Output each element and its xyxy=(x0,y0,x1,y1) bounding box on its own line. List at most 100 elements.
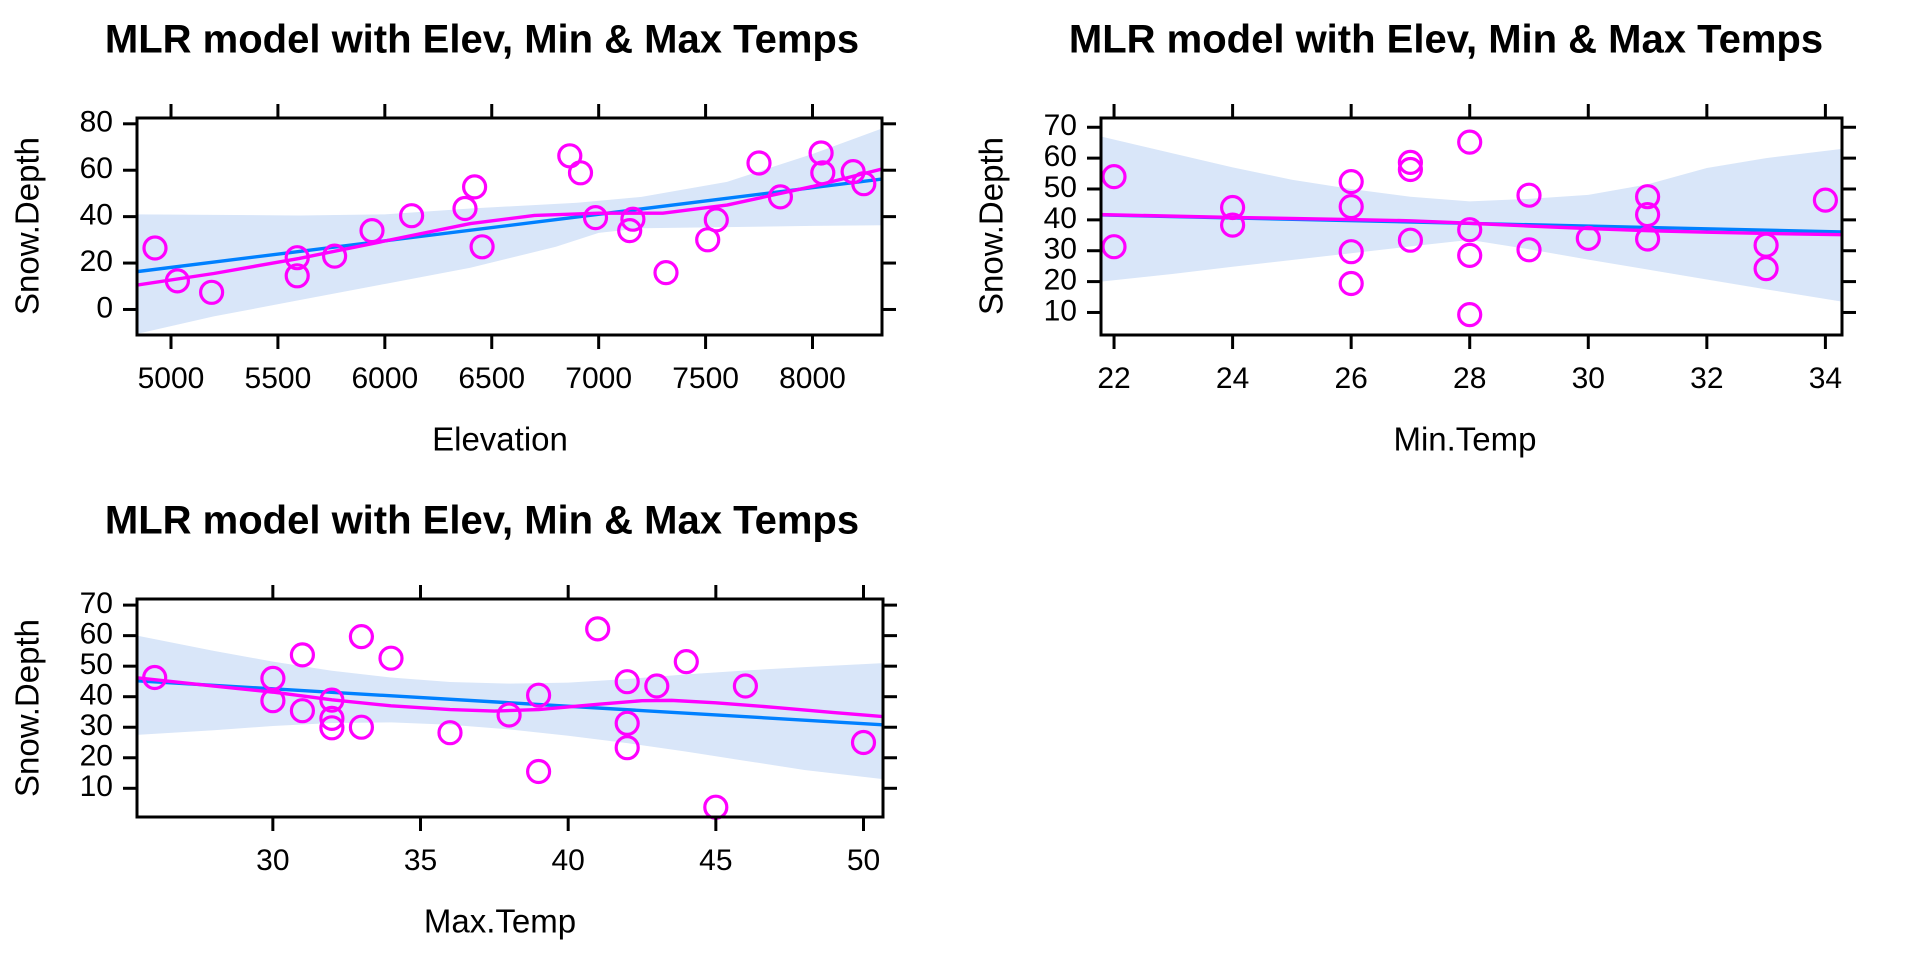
data-point xyxy=(437,720,463,746)
y-axis-label: Snow.Depth xyxy=(973,137,1010,315)
data-point xyxy=(810,160,836,186)
data-point xyxy=(284,263,310,289)
data-point xyxy=(525,758,552,785)
x-axis-label: Max.Temp xyxy=(424,903,576,940)
data-point xyxy=(1219,194,1246,221)
data-point xyxy=(851,171,877,197)
data-point xyxy=(1338,239,1364,265)
data-point xyxy=(289,698,315,724)
y-tick-label: 20 xyxy=(1044,264,1077,297)
data-point xyxy=(469,234,495,260)
data-point xyxy=(319,715,345,741)
y-tick-label: 60 xyxy=(80,152,113,185)
data-point xyxy=(1101,234,1127,260)
y-tick-label: 70 xyxy=(1044,109,1077,142)
data-point xyxy=(1457,302,1483,328)
data-point xyxy=(1516,182,1542,208)
data-point xyxy=(378,645,404,671)
x-tick-label: 7500 xyxy=(672,362,739,395)
data-point xyxy=(1634,226,1661,252)
plot-elevation: 5000 5500 6000 6500 7000 7500 8000 0 20 40 60 80 MLR… xyxy=(9,18,896,458)
y-tick-label: 50 xyxy=(1044,171,1077,204)
data-point xyxy=(1397,227,1424,253)
data-point xyxy=(452,195,478,222)
x-tick-label: 8000 xyxy=(779,362,846,395)
plot-title: MLR model with Elev, Min & Max Temps xyxy=(1069,18,1823,62)
y-tick-label: 80 xyxy=(80,106,113,139)
x-tick-label: 5000 xyxy=(138,362,205,395)
y-tick-label: 10 xyxy=(80,770,113,803)
data-point xyxy=(585,616,611,642)
data-point xyxy=(348,623,374,650)
data-point xyxy=(1101,164,1127,190)
x-tick-label: 22 xyxy=(1097,362,1130,395)
data-point xyxy=(1338,169,1364,195)
data-point xyxy=(614,735,640,761)
y-tick-label: 60 xyxy=(1044,140,1077,173)
y-tick-label: 20 xyxy=(80,245,113,278)
x-tick-label: 6500 xyxy=(458,362,525,395)
confidence-band xyxy=(137,128,882,334)
x-tick-label: 35 xyxy=(404,844,437,877)
y-tick-label: 40 xyxy=(80,199,113,232)
data-point xyxy=(1457,217,1483,243)
x-tick-label: 45 xyxy=(699,844,732,877)
data-point xyxy=(850,729,877,756)
x-tick-label: 34 xyxy=(1809,362,1842,395)
data-point xyxy=(322,243,348,269)
y-tick-label: 20 xyxy=(80,740,113,773)
data-point xyxy=(703,794,729,820)
data-point xyxy=(732,673,759,699)
smooth-line xyxy=(137,167,882,287)
x-axis-label: Elevation xyxy=(432,421,568,458)
data-point xyxy=(142,235,168,261)
data-point xyxy=(1634,184,1661,210)
x-tick-label: 5500 xyxy=(245,362,312,395)
y-axis-label: Snow.Depth xyxy=(9,137,46,315)
data-point xyxy=(359,218,385,244)
x-tick-label: 30 xyxy=(256,844,289,877)
data-point xyxy=(808,140,834,166)
data-point xyxy=(653,260,679,286)
data-point xyxy=(1457,129,1483,155)
data-point xyxy=(1812,187,1839,213)
data-point xyxy=(289,642,315,668)
y-tick-label: 40 xyxy=(80,679,113,712)
x-tick-label: 28 xyxy=(1453,362,1486,395)
data-point xyxy=(462,174,488,200)
data-point xyxy=(260,688,286,714)
y-tick-label: 30 xyxy=(1044,233,1077,266)
data-point xyxy=(1634,202,1661,228)
x-tick-label: 24 xyxy=(1216,362,1249,395)
data-point xyxy=(746,150,772,176)
y-axis-label: Snow.Depth xyxy=(9,619,46,797)
x-axis-label: Min.Temp xyxy=(1393,421,1536,458)
plot-title: MLR model with Elev, Min & Max Temps xyxy=(105,499,859,543)
y-tick-label: 50 xyxy=(80,648,113,681)
data-point xyxy=(399,203,425,229)
plot-title: MLR model with Elev, Min & Max Temps xyxy=(105,18,859,62)
x-tick-label: 32 xyxy=(1690,362,1723,395)
smooth-line xyxy=(137,676,883,719)
fit-line xyxy=(137,177,882,274)
data-point xyxy=(617,218,643,244)
y-tick-label: 70 xyxy=(80,587,113,620)
plot-box xyxy=(135,597,885,819)
data-point xyxy=(620,206,646,232)
y-tick-label: 30 xyxy=(80,709,113,742)
x-tick-label: 40 xyxy=(551,844,584,877)
data-point xyxy=(348,714,374,740)
plot-box xyxy=(1099,116,1844,337)
x-tick-label: 26 xyxy=(1334,362,1367,395)
x-tick-label: 6000 xyxy=(351,362,418,395)
data-point xyxy=(1575,225,1601,251)
y-tick-label: 60 xyxy=(80,618,113,651)
data-point xyxy=(284,245,310,271)
data-point xyxy=(319,705,345,732)
data-point xyxy=(767,184,794,210)
data-point xyxy=(164,268,190,294)
